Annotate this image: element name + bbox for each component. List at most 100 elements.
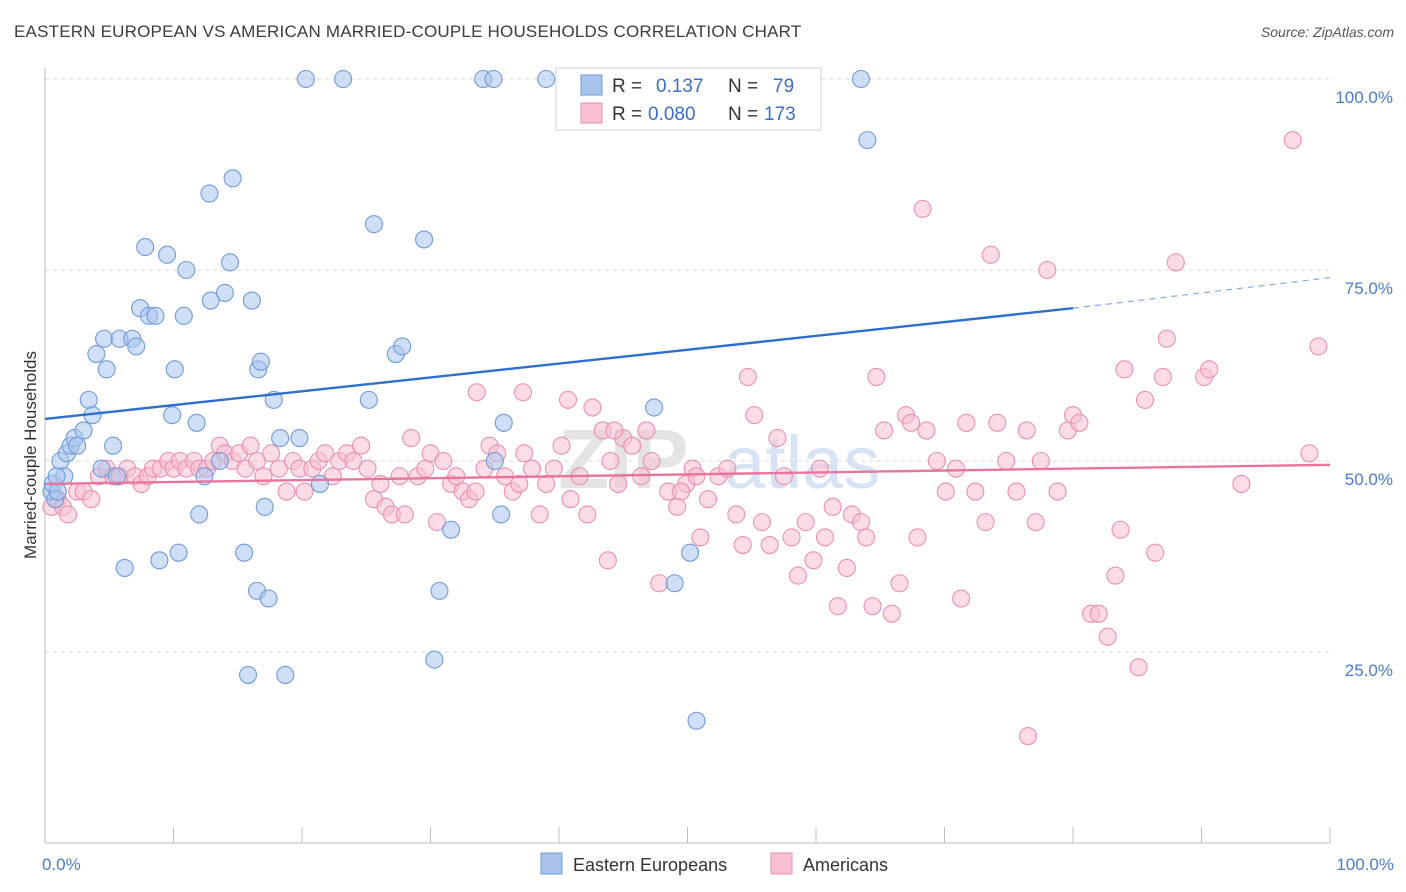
american-point	[1157, 329, 1176, 348]
american-point	[890, 574, 909, 593]
american-point	[957, 413, 976, 432]
american-point	[277, 482, 296, 501]
y-tick-labels: 25.0% 50.0% 75.0% 100.0%	[1335, 88, 1393, 680]
american-trend-line	[44, 463, 1331, 486]
eastern-european-point	[310, 474, 330, 493]
american-point	[908, 528, 927, 547]
american-point	[59, 505, 78, 524]
eastern-european-point	[150, 551, 169, 570]
eastern-european-trend-extension	[1072, 277, 1331, 309]
grid-lines	[45, 78, 1330, 653]
eastern-european-point	[364, 215, 384, 234]
american-point	[733, 535, 752, 555]
american-point	[1283, 131, 1302, 150]
american-point	[402, 429, 421, 448]
american-point	[1111, 520, 1130, 539]
american-point	[1026, 513, 1045, 532]
eastern-european-point	[271, 429, 290, 448]
american-point	[358, 459, 377, 478]
american-point	[687, 467, 706, 486]
bottom-legend-american: Americans	[803, 855, 888, 875]
eastern-european-point	[430, 581, 449, 600]
eastern-european-point	[492, 505, 511, 524]
chart-title: EASTERN EUROPEAN VS AMERICAN MARRIED-COU…	[14, 22, 802, 41]
american-point	[997, 451, 1016, 471]
eastern-european-point	[485, 451, 504, 471]
eastern-european-point	[858, 131, 877, 150]
american-point	[434, 451, 453, 471]
american-point	[241, 436, 260, 455]
eastern-european-point	[359, 390, 378, 409]
american-point	[851, 513, 871, 532]
american-point	[1232, 474, 1251, 493]
legend-r-label-1: R =	[612, 76, 642, 97]
american-point	[760, 535, 779, 555]
american-point	[467, 383, 486, 402]
american-point	[988, 413, 1007, 432]
series-legend: Eastern Europeans Americans	[540, 852, 888, 875]
american-point	[1017, 421, 1036, 440]
eastern-european-point	[537, 69, 556, 89]
y-tick-label: 50.0%	[1345, 470, 1393, 489]
bottom-legend-eastern: Eastern Europeans	[573, 855, 727, 875]
eastern-european-point	[223, 169, 242, 188]
eastern-european-point	[259, 589, 278, 608]
american-point	[295, 482, 314, 501]
american-point	[513, 383, 533, 402]
american-point	[1309, 337, 1328, 356]
american-point	[768, 429, 787, 448]
american-point	[774, 467, 793, 486]
eastern-european-point	[163, 406, 182, 425]
eastern-european-point	[484, 69, 503, 89]
american-point	[828, 597, 847, 616]
american-point	[796, 513, 815, 532]
american-point	[782, 528, 801, 547]
eastern-european-point	[851, 69, 871, 89]
american-point	[913, 199, 932, 218]
american-point	[1115, 360, 1134, 379]
eastern-european-point	[210, 451, 229, 471]
american-point	[344, 451, 363, 471]
american-point	[1031, 451, 1050, 471]
eastern-european-point	[215, 283, 234, 302]
american-point	[578, 505, 597, 524]
american-point	[672, 482, 691, 501]
american-point	[642, 451, 661, 471]
american-point	[936, 482, 955, 501]
american-point	[699, 490, 718, 509]
eastern-european-point	[174, 306, 193, 325]
american-point	[752, 513, 772, 532]
american-point	[515, 444, 534, 463]
eastern-european-point	[187, 413, 206, 432]
x-tick-label: 0.0%	[42, 855, 81, 874]
eastern-european-point	[47, 467, 66, 486]
eastern-european-point	[238, 665, 258, 684]
american-point	[1048, 482, 1067, 501]
eastern-european-point	[200, 184, 219, 203]
eastern-european-point	[127, 337, 146, 356]
american-point	[447, 467, 466, 486]
eastern-european-point	[74, 421, 93, 440]
american-point	[745, 406, 764, 425]
eastern-european-point	[251, 352, 270, 371]
eastern-european-point	[393, 337, 412, 356]
american-point	[544, 459, 563, 478]
american-point	[1070, 413, 1089, 432]
american-point	[601, 451, 620, 471]
american-point	[1146, 543, 1165, 562]
eastern-european-point	[107, 467, 127, 486]
american-point	[427, 513, 446, 532]
y-tick-label: 25.0%	[1345, 661, 1393, 680]
american-point	[561, 490, 580, 509]
eastern-european-point	[681, 543, 700, 562]
eastern-european-point	[276, 665, 295, 684]
legend-swatch-eastern	[580, 74, 603, 96]
american-point	[605, 421, 624, 440]
american-point	[395, 505, 414, 524]
eastern-european-point	[645, 398, 664, 417]
american-point	[1098, 627, 1117, 646]
american-point	[390, 467, 409, 486]
american-point	[1038, 260, 1057, 280]
eastern-european-point	[235, 543, 254, 562]
